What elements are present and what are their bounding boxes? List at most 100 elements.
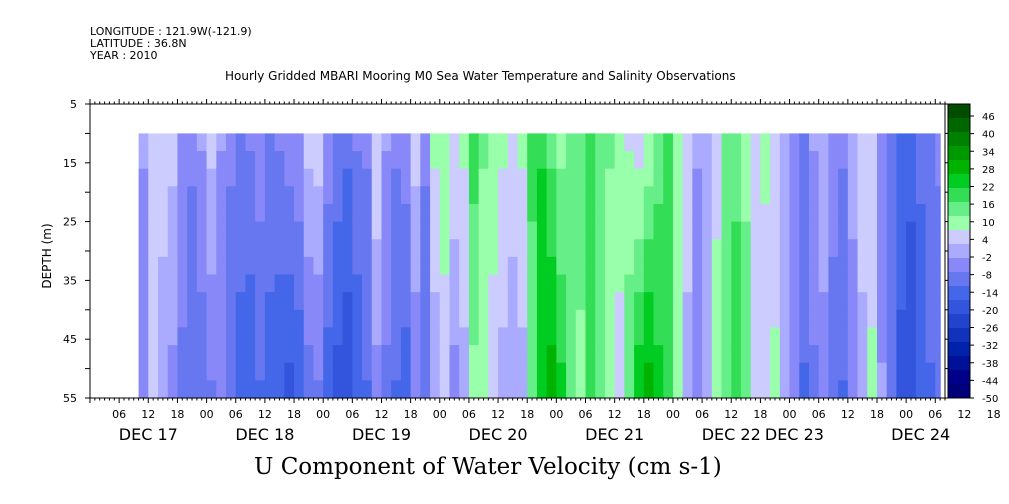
heatmap-cell (760, 292, 771, 311)
heatmap-cell (274, 362, 285, 381)
heatmap-cell (692, 151, 703, 170)
heatmap-cell (313, 327, 324, 346)
heatmap-cell (585, 133, 596, 152)
heatmap-cell (342, 186, 353, 205)
heatmap-cell (517, 239, 528, 258)
heatmap-cell (634, 274, 645, 293)
heatmap-cell (294, 133, 305, 152)
heatmap-cell (925, 203, 936, 223)
heatmap-cell (449, 345, 460, 364)
heatmap-cell (430, 292, 441, 311)
heatmap-cell (430, 327, 441, 346)
x-hour-label: 06 (229, 408, 243, 421)
heatmap-cell (332, 274, 344, 293)
heatmap-cell (507, 292, 519, 311)
heatmap-cell (400, 186, 412, 205)
heatmap-cell (420, 186, 431, 205)
heatmap-cell (915, 380, 927, 399)
heatmap-cell (896, 186, 907, 205)
longitude-label: LONGITUDE : 121.9W(-121.9) (90, 25, 252, 38)
heatmap-cell (148, 151, 159, 170)
heatmap-cell (770, 274, 781, 293)
colorbar-swatch (948, 146, 970, 161)
heatmap-cell (235, 133, 247, 152)
heatmap-cell (906, 292, 917, 311)
colorbar-swatch (948, 314, 970, 329)
heatmap-cell (770, 168, 781, 187)
heatmap-cell (604, 203, 616, 223)
heatmap-cell (906, 203, 917, 223)
heatmap-cell (634, 380, 645, 399)
heatmap-cell (187, 256, 198, 276)
heatmap-cell (187, 168, 198, 187)
heatmap-cell (439, 168, 451, 187)
heatmap-cell (332, 256, 344, 276)
heatmap-cell (400, 292, 412, 311)
heatmap-cell (430, 309, 441, 329)
heatmap-cell (400, 309, 412, 329)
x-day-label: DEC 18 (235, 425, 294, 444)
heatmap-cell (886, 380, 898, 399)
heatmap-cell (702, 221, 713, 240)
heatmap-cell (779, 168, 791, 187)
heatmap-cell (896, 292, 907, 311)
heatmap-cell (439, 345, 451, 364)
heatmap-cell (760, 362, 771, 381)
heatmap-cell (702, 309, 713, 329)
heatmap-cell (449, 274, 460, 293)
heatmap-cell (468, 221, 480, 240)
heatmap-cell (362, 292, 373, 311)
x-hour-label: 06 (928, 408, 942, 421)
heatmap-cell (206, 380, 217, 399)
heatmap-cell (527, 239, 538, 258)
heatmap-cell (148, 221, 159, 240)
heatmap-cell (575, 292, 587, 311)
heatmap-cell (206, 221, 217, 240)
heatmap-cell (264, 345, 276, 364)
heatmap-cell (935, 362, 941, 381)
heatmap-cell (478, 151, 489, 170)
heatmap-cell (818, 309, 830, 329)
heatmap-cell (575, 186, 587, 205)
heatmap-cell (731, 274, 742, 293)
heatmap-cell (371, 133, 383, 152)
heatmap-cell (799, 309, 810, 329)
heatmap-cell (167, 168, 179, 187)
heatmap-cell (235, 362, 247, 381)
heatmap-cell (274, 309, 285, 329)
heatmap-cell (439, 274, 451, 293)
heatmap-cell (478, 309, 489, 329)
heatmap-cell (177, 274, 188, 293)
heatmap-cell (430, 274, 441, 293)
heatmap-cell (915, 345, 927, 364)
heatmap-cell (400, 345, 412, 364)
heatmap-cell (575, 309, 587, 329)
x-hour-label: 18 (753, 408, 767, 421)
colorbar-label: 22 (982, 183, 995, 194)
colorbar-swatch (948, 132, 970, 147)
heatmap-cell (721, 133, 732, 152)
heatmap-cell (177, 327, 188, 346)
heatmap-cell (663, 203, 674, 223)
heatmap-cell (196, 345, 208, 364)
heatmap-cell (167, 327, 179, 346)
heatmap-cell (245, 133, 256, 152)
heatmap-cell (527, 345, 538, 364)
heatmap-cell (459, 168, 470, 187)
heatmap-cell (702, 256, 713, 276)
heatmap-cell (915, 327, 927, 346)
heatmap-cell (226, 133, 237, 152)
heatmap-cells (138, 133, 941, 399)
heatmap-cell (177, 203, 188, 223)
heatmap-cell (313, 309, 324, 329)
heatmap-cell (585, 362, 596, 381)
heatmap-cell (692, 221, 703, 240)
heatmap-cell (896, 221, 907, 240)
heatmap-cell (604, 309, 616, 329)
colorbar-label: -14 (982, 288, 998, 299)
heatmap-cell (226, 362, 237, 381)
heatmap-cell (770, 380, 781, 399)
heatmap-cell (896, 327, 907, 346)
heatmap-cell (828, 256, 839, 276)
heatmap-cell (750, 309, 761, 329)
